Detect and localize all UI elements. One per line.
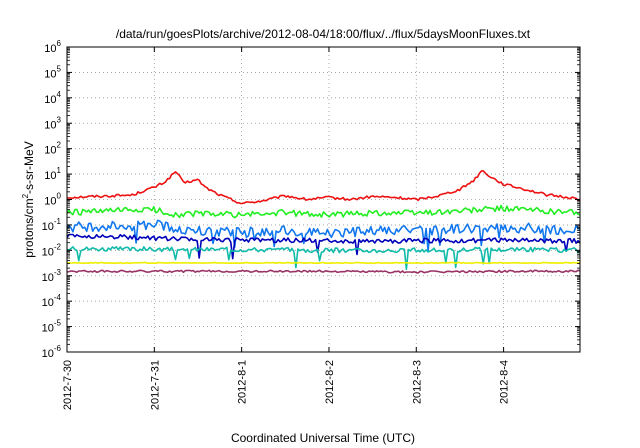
series-line-5 [66, 246, 581, 271]
x-tick-label: 2012-8-4 [499, 360, 511, 404]
y-tick-label: 105 [44, 64, 61, 80]
series-line-1 [66, 170, 581, 205]
x-tick-label: 2012-8-1 [237, 360, 249, 404]
series-line-7 [66, 269, 581, 274]
chart-title: /data/run/goesPlots/archive/2012-08-04/1… [116, 27, 531, 41]
series-line-4 [66, 233, 581, 260]
x-tick-label: 2012-7-30 [62, 360, 74, 410]
y-tick-label: 10-6 [42, 344, 62, 360]
grid-lines [67, 47, 580, 352]
series-group [66, 170, 581, 274]
x-axis: 2012-7-30 2012-7-31 2012-8-1 2012-8-2 2012-8… [62, 47, 511, 410]
y-tick-label: 10-5 [42, 319, 62, 335]
series-line-2 [66, 204, 581, 219]
y-tick-label: 10-1 [42, 217, 62, 233]
x-tick-label: 2012-7-31 [149, 360, 161, 410]
y-tick-label: 10-2 [42, 242, 62, 258]
y-tick-label: 10-4 [42, 293, 62, 309]
x-axis-label: Coordinated Universal Time (UTC) [231, 431, 415, 445]
y-axis-label: protons/cm2-s-sr-MeV [21, 141, 36, 257]
series-line-6 [66, 261, 581, 265]
y-tick-label: 106 [44, 39, 61, 55]
y-tick-label: 104 [44, 90, 61, 106]
x-tick-label: 2012-8-3 [411, 360, 423, 404]
y-tick-label: 101 [44, 166, 61, 182]
y-tick-label: 102 [44, 141, 61, 157]
y-tick-label: 100 [44, 192, 61, 208]
series-line-3 [66, 219, 581, 252]
y-axis: 10-6 10-5 10-4 10-3 10-2 10-1 100 101 102 103 104 1… [42, 39, 580, 360]
y-tick-label: 10-3 [42, 268, 62, 284]
y-tick-label: 103 [44, 115, 61, 131]
x-tick-label: 2012-8-2 [324, 360, 336, 404]
